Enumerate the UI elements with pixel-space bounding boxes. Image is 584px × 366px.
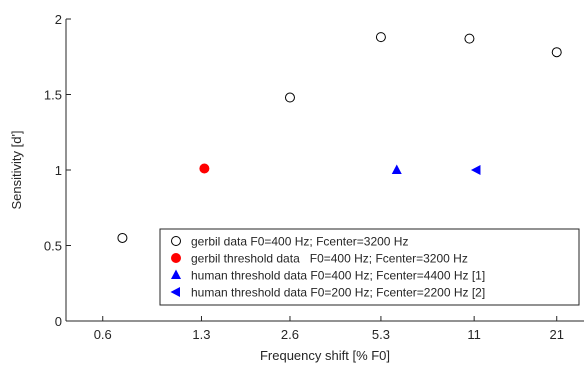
y-tick-label: 1 xyxy=(55,163,62,178)
legend-label: human threshold data F0=200 Hz; Fcenter=… xyxy=(191,286,485,300)
data-point xyxy=(470,165,481,175)
legend-marker xyxy=(171,269,181,279)
y-tick-label: 1.5 xyxy=(44,88,62,103)
data-point xyxy=(551,47,562,58)
legend-box xyxy=(159,228,580,306)
data-point xyxy=(117,232,128,243)
y-axis-label: Sensitivity [d'] xyxy=(9,130,24,209)
data-point xyxy=(391,164,402,174)
data-marks xyxy=(117,32,562,243)
ticks: 0 0.5 1 1.5 2 0.6 1.3 2.6 5.3 11 21 xyxy=(44,12,564,342)
x-tick-label: 1.3 xyxy=(192,327,210,342)
x-tick-label: 21 xyxy=(549,327,563,342)
legend-label: gerbil data F0=400 Hz; Fcenter=3200 Hz xyxy=(191,235,408,249)
legend-marker xyxy=(170,287,180,297)
legend-marker xyxy=(171,253,181,263)
y-tick-label: 0 xyxy=(55,314,62,329)
y-tick-label: 0.5 xyxy=(44,239,62,254)
data-point xyxy=(375,32,386,43)
x-tick-label: 0.6 xyxy=(94,327,112,342)
x-axis-label: Frequency shift [% F0] xyxy=(260,348,390,363)
data-point xyxy=(464,33,475,44)
legend: gerbil data F0=400 Hz; Fcenter=3200 Hz ge… xyxy=(159,228,580,306)
x-tick-label: 2.6 xyxy=(281,327,299,342)
legend-label: gerbil threshold data F0=400 Hz; Fcenter… xyxy=(191,252,468,266)
x-tick-label: 11 xyxy=(467,327,481,342)
legend-label: human threshold data F0=400 Hz; Fcenter=… xyxy=(191,269,485,283)
y-tick-label: 2 xyxy=(55,12,62,27)
data-point xyxy=(284,92,295,103)
data-point xyxy=(199,163,210,174)
x-tick-label: 5.3 xyxy=(372,327,390,342)
legend-marker xyxy=(171,236,181,246)
